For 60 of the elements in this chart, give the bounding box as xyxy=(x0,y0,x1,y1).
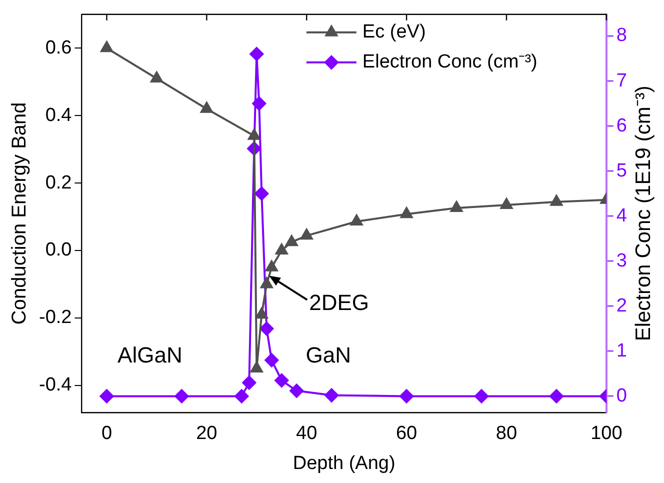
point xyxy=(234,389,249,404)
point xyxy=(474,389,489,404)
y-tick-label: -0.4 xyxy=(38,374,72,396)
point xyxy=(274,373,289,388)
y-tick-label: -0.2 xyxy=(38,307,72,328)
point xyxy=(324,388,339,402)
annotation: 2DEG xyxy=(309,290,370,315)
point xyxy=(254,186,269,201)
y-tick-label: 0.6 xyxy=(45,37,72,58)
point xyxy=(100,389,114,404)
legend-label: Ec (eV) xyxy=(362,22,426,43)
y2-tick-label: 6 xyxy=(616,115,628,136)
y-tick-label: 0.2 xyxy=(45,172,72,194)
y2-tick-label: 7 xyxy=(616,70,628,92)
x-tick-label: 100 xyxy=(590,423,622,444)
point xyxy=(290,384,304,398)
point xyxy=(248,128,260,140)
x-tick-label: 0 xyxy=(101,423,112,444)
point xyxy=(255,308,268,319)
y-tick-label: 0.0 xyxy=(45,240,72,261)
y2-tick-label: 8 xyxy=(616,25,628,46)
point xyxy=(265,260,278,272)
point xyxy=(400,207,413,218)
x-axis-title: Depth (Ang) xyxy=(292,452,396,474)
point xyxy=(250,362,263,373)
point xyxy=(450,201,463,212)
y2-tick-label: 2 xyxy=(616,295,628,316)
point xyxy=(252,96,266,111)
point xyxy=(300,228,313,240)
y2-tick-label: 5 xyxy=(616,160,628,182)
y-tick-label: 0.4 xyxy=(45,104,72,126)
point xyxy=(174,389,189,404)
point xyxy=(350,214,363,226)
point xyxy=(400,389,414,404)
y2-tick-label: 0 xyxy=(616,385,628,406)
annotation: GaN xyxy=(306,342,351,368)
legend-label: Electron Conc (cm⁻³) xyxy=(362,52,538,73)
point xyxy=(260,322,274,336)
y2-tick-label: 1 xyxy=(616,340,628,362)
y2-tick-label: 4 xyxy=(616,205,628,226)
point xyxy=(549,389,564,404)
point xyxy=(150,71,163,82)
y-axis-title: Conduction Energy Band xyxy=(8,102,31,325)
annotation: AlGaN xyxy=(118,342,182,368)
point xyxy=(242,376,256,390)
point xyxy=(260,277,273,288)
point xyxy=(264,353,279,368)
x-tick-label: 80 xyxy=(496,423,518,444)
point xyxy=(285,235,298,246)
x-tick-label: 20 xyxy=(196,423,218,444)
y2-axis-title: Electron Conc (1E19 (cm⁻³) xyxy=(632,86,655,342)
x-tick-label: 40 xyxy=(296,423,318,444)
point xyxy=(200,102,213,113)
x-tick-label: 60 xyxy=(396,423,418,444)
point xyxy=(275,244,288,254)
point xyxy=(500,198,513,209)
point xyxy=(550,194,563,206)
point xyxy=(250,47,264,62)
y2-tick-label: 3 xyxy=(616,250,628,272)
point xyxy=(100,41,113,52)
